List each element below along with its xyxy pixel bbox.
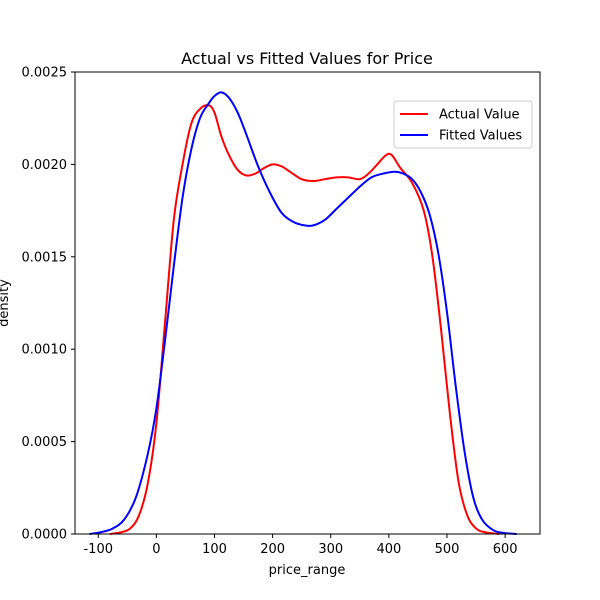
series-line-actual-value <box>109 104 500 535</box>
x-tick-label: 100 <box>202 542 227 557</box>
x-tick-label: 200 <box>260 542 285 557</box>
series-line-fitted-values <box>89 91 517 535</box>
x-axis-label: price_range <box>269 563 346 578</box>
legend: Actual Value Fitted Values <box>393 100 533 149</box>
legend-label: Fitted Values <box>439 129 522 144</box>
y-tick-label: 0.0000 <box>22 528 68 543</box>
x-axis: -100 0 100 200 300 400 500 600 <box>83 534 518 557</box>
x-tick-label: 500 <box>435 542 460 557</box>
y-tick-label: 0.0010 <box>22 343 68 358</box>
chart-title: Actual vs Fitted Values for Price <box>181 49 433 68</box>
series-group <box>89 91 517 535</box>
y-axis-label: density <box>0 279 12 327</box>
plot-frame <box>74 71 541 535</box>
y-tick-label: 0.0005 <box>22 435 68 450</box>
x-tick-label: -100 <box>83 542 113 557</box>
y-tick-label: 0.0020 <box>22 158 68 173</box>
x-tick-label: 600 <box>493 542 518 557</box>
y-tick-label: 0.0015 <box>22 250 68 265</box>
x-tick-label: 0 <box>152 542 160 557</box>
x-tick-label: 300 <box>318 542 343 557</box>
y-axis: 0.0000 0.0005 0.0010 0.0015 0.0020 0.0025 <box>22 66 75 543</box>
x-tick-label: 400 <box>376 542 401 557</box>
legend-label: Actual Value <box>439 108 520 123</box>
y-tick-label: 0.0025 <box>22 66 68 81</box>
legend-box <box>393 100 533 149</box>
